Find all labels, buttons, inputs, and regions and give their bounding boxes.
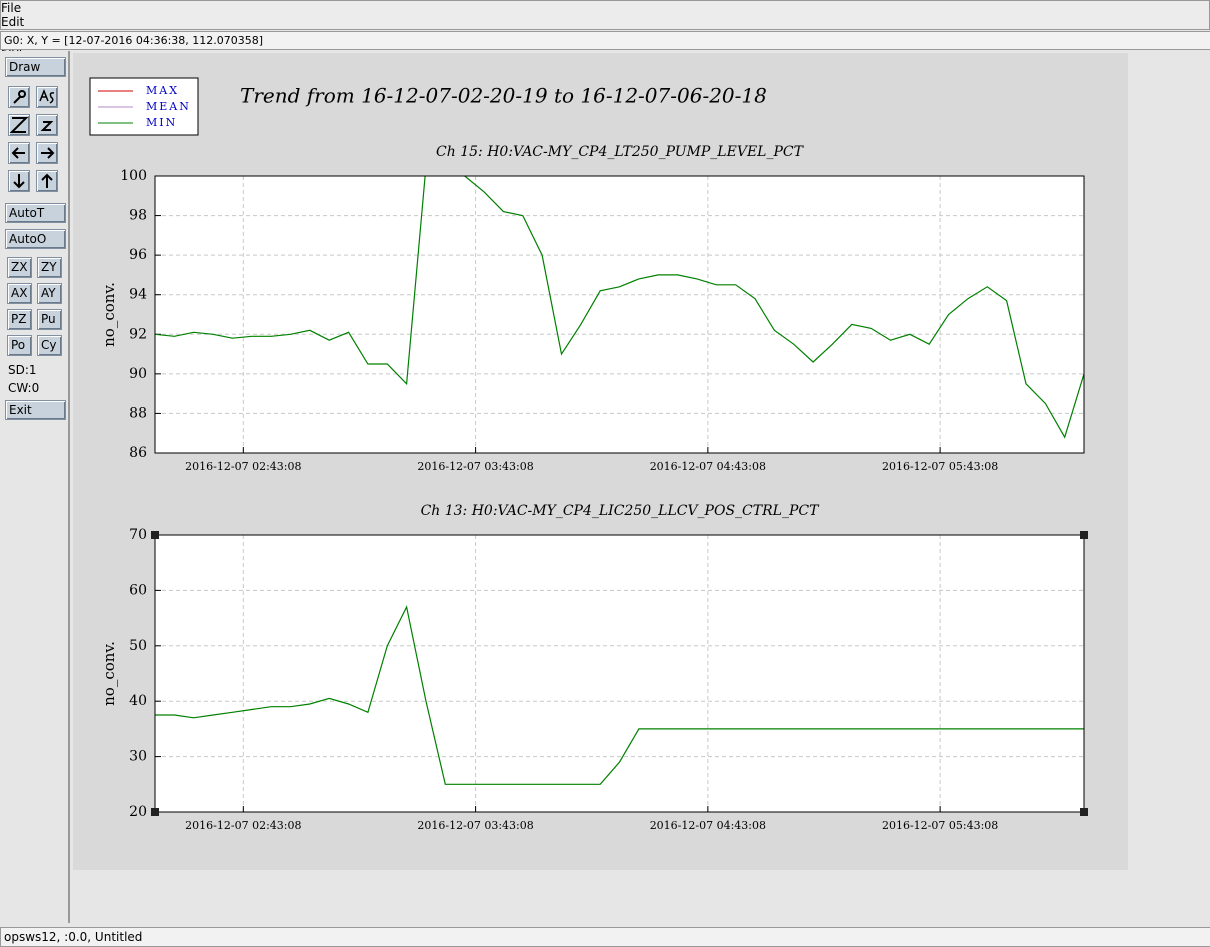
tool-panel: Draw Exit AutoT AutoO ZX ZY AX AY PZ Pu Po Cy SD:1…: [0, 51, 70, 923]
chart-frame: [155, 535, 1084, 812]
chart-frame: [155, 176, 1084, 453]
plot-border: [154, 534, 1085, 813]
x-tick-label: 2016-12-07 04:43:08: [650, 819, 766, 832]
x-tick-label: 2016-12-07 02:43:08: [185, 819, 301, 832]
y-tick-label: 92: [129, 326, 147, 342]
y-tick-label: 100: [120, 168, 147, 184]
button[interactable]: ZX: [7, 257, 32, 278]
button[interactable]: AutoO: [5, 229, 66, 249]
plot-border: [154, 175, 1085, 454]
button[interactable]: PZ: [7, 309, 32, 330]
button[interactable]: Exit: [5, 400, 66, 420]
icon-button[interactable]: [36, 114, 58, 136]
data-line: [155, 176, 1084, 439]
legend-label: MIN: [146, 116, 177, 129]
y-tick-label: 50: [129, 638, 147, 654]
y-tick-label: 86: [129, 445, 147, 461]
y-tick-label: 88: [129, 405, 147, 421]
icon-button[interactable]: [8, 114, 30, 136]
footer-status: opsws12, :0.0, Untitled: [0, 927, 1210, 947]
x-tick-label: 2016-12-07 05:43:08: [882, 819, 998, 832]
button[interactable]: AX: [7, 283, 32, 304]
button[interactable]: Cy: [37, 335, 62, 356]
plot-area: Trend from 16-12-07-02-20-19 to 16-12-07…: [73, 53, 1128, 870]
y-tick-label: 94: [129, 287, 147, 303]
selection-handle: [151, 531, 159, 539]
y-tick-label: 98: [129, 208, 147, 224]
selection-handle: [1080, 808, 1088, 816]
y-axis-label: no_conv.: [100, 641, 118, 706]
chart-title: Ch 15: H0:VAC-MY_CP4_LT250_PUMP_LEVEL_PC…: [436, 144, 805, 160]
y-tick-label: 30: [129, 749, 147, 765]
menu-item[interactable]: Edit: [1, 15, 25, 29]
legend-label: MEAN: [146, 100, 191, 113]
icon-button[interactable]: [8, 86, 30, 108]
icon-button[interactable]: [8, 142, 30, 164]
legend-label: MAX: [146, 84, 179, 97]
y-axis-label: no_conv.: [100, 282, 118, 347]
x-tick-label: 2016-12-07 03:43:08: [417, 460, 533, 473]
chart-title: Ch 13: H0:VAC-MY_CP4_LIC250_LLCV_POS_CTR…: [421, 503, 821, 519]
icon-button[interactable]: [8, 170, 30, 192]
y-tick-label: 90: [129, 366, 147, 382]
button[interactable]: Draw: [5, 57, 66, 77]
menu-bar: FileEditDataPlotViewWindowHelp: [0, 0, 1210, 99]
y-tick-label: 70: [129, 527, 147, 543]
data-line: [155, 605, 1084, 785]
x-tick-label: 2016-12-07 03:43:08: [417, 819, 533, 832]
button[interactable]: ZY: [37, 257, 62, 278]
button[interactable]: AutoT: [5, 203, 66, 223]
y-tick-label: 20: [129, 804, 147, 820]
y-tick-label: 60: [129, 582, 147, 598]
x-tick-label: 2016-12-07 02:43:08: [185, 460, 301, 473]
y-tick-label: 40: [129, 693, 147, 709]
menu-item[interactable]: File: [1, 1, 22, 15]
button[interactable]: Pu: [37, 309, 62, 330]
icon-button[interactable]: [36, 142, 58, 164]
status-line: G0: X, Y = [12-07-2016 04:36:38, 112.070…: [0, 31, 1210, 50]
selection-handle: [1080, 531, 1088, 539]
button[interactable]: Po: [7, 335, 32, 356]
info-text: CW:0: [8, 381, 40, 395]
info-text: SD:1: [8, 363, 37, 377]
y-tick-label: 96: [129, 247, 147, 263]
plot-title: Trend from 16-12-07-02-20-19 to 16-12-07…: [240, 84, 767, 108]
icon-button[interactable]: [36, 170, 58, 192]
button[interactable]: AY: [37, 283, 62, 304]
icon-button[interactable]: [36, 86, 58, 108]
selection-handle: [151, 808, 159, 816]
x-tick-label: 2016-12-07 05:43:08: [882, 460, 998, 473]
x-tick-label: 2016-12-07 04:43:08: [650, 460, 766, 473]
